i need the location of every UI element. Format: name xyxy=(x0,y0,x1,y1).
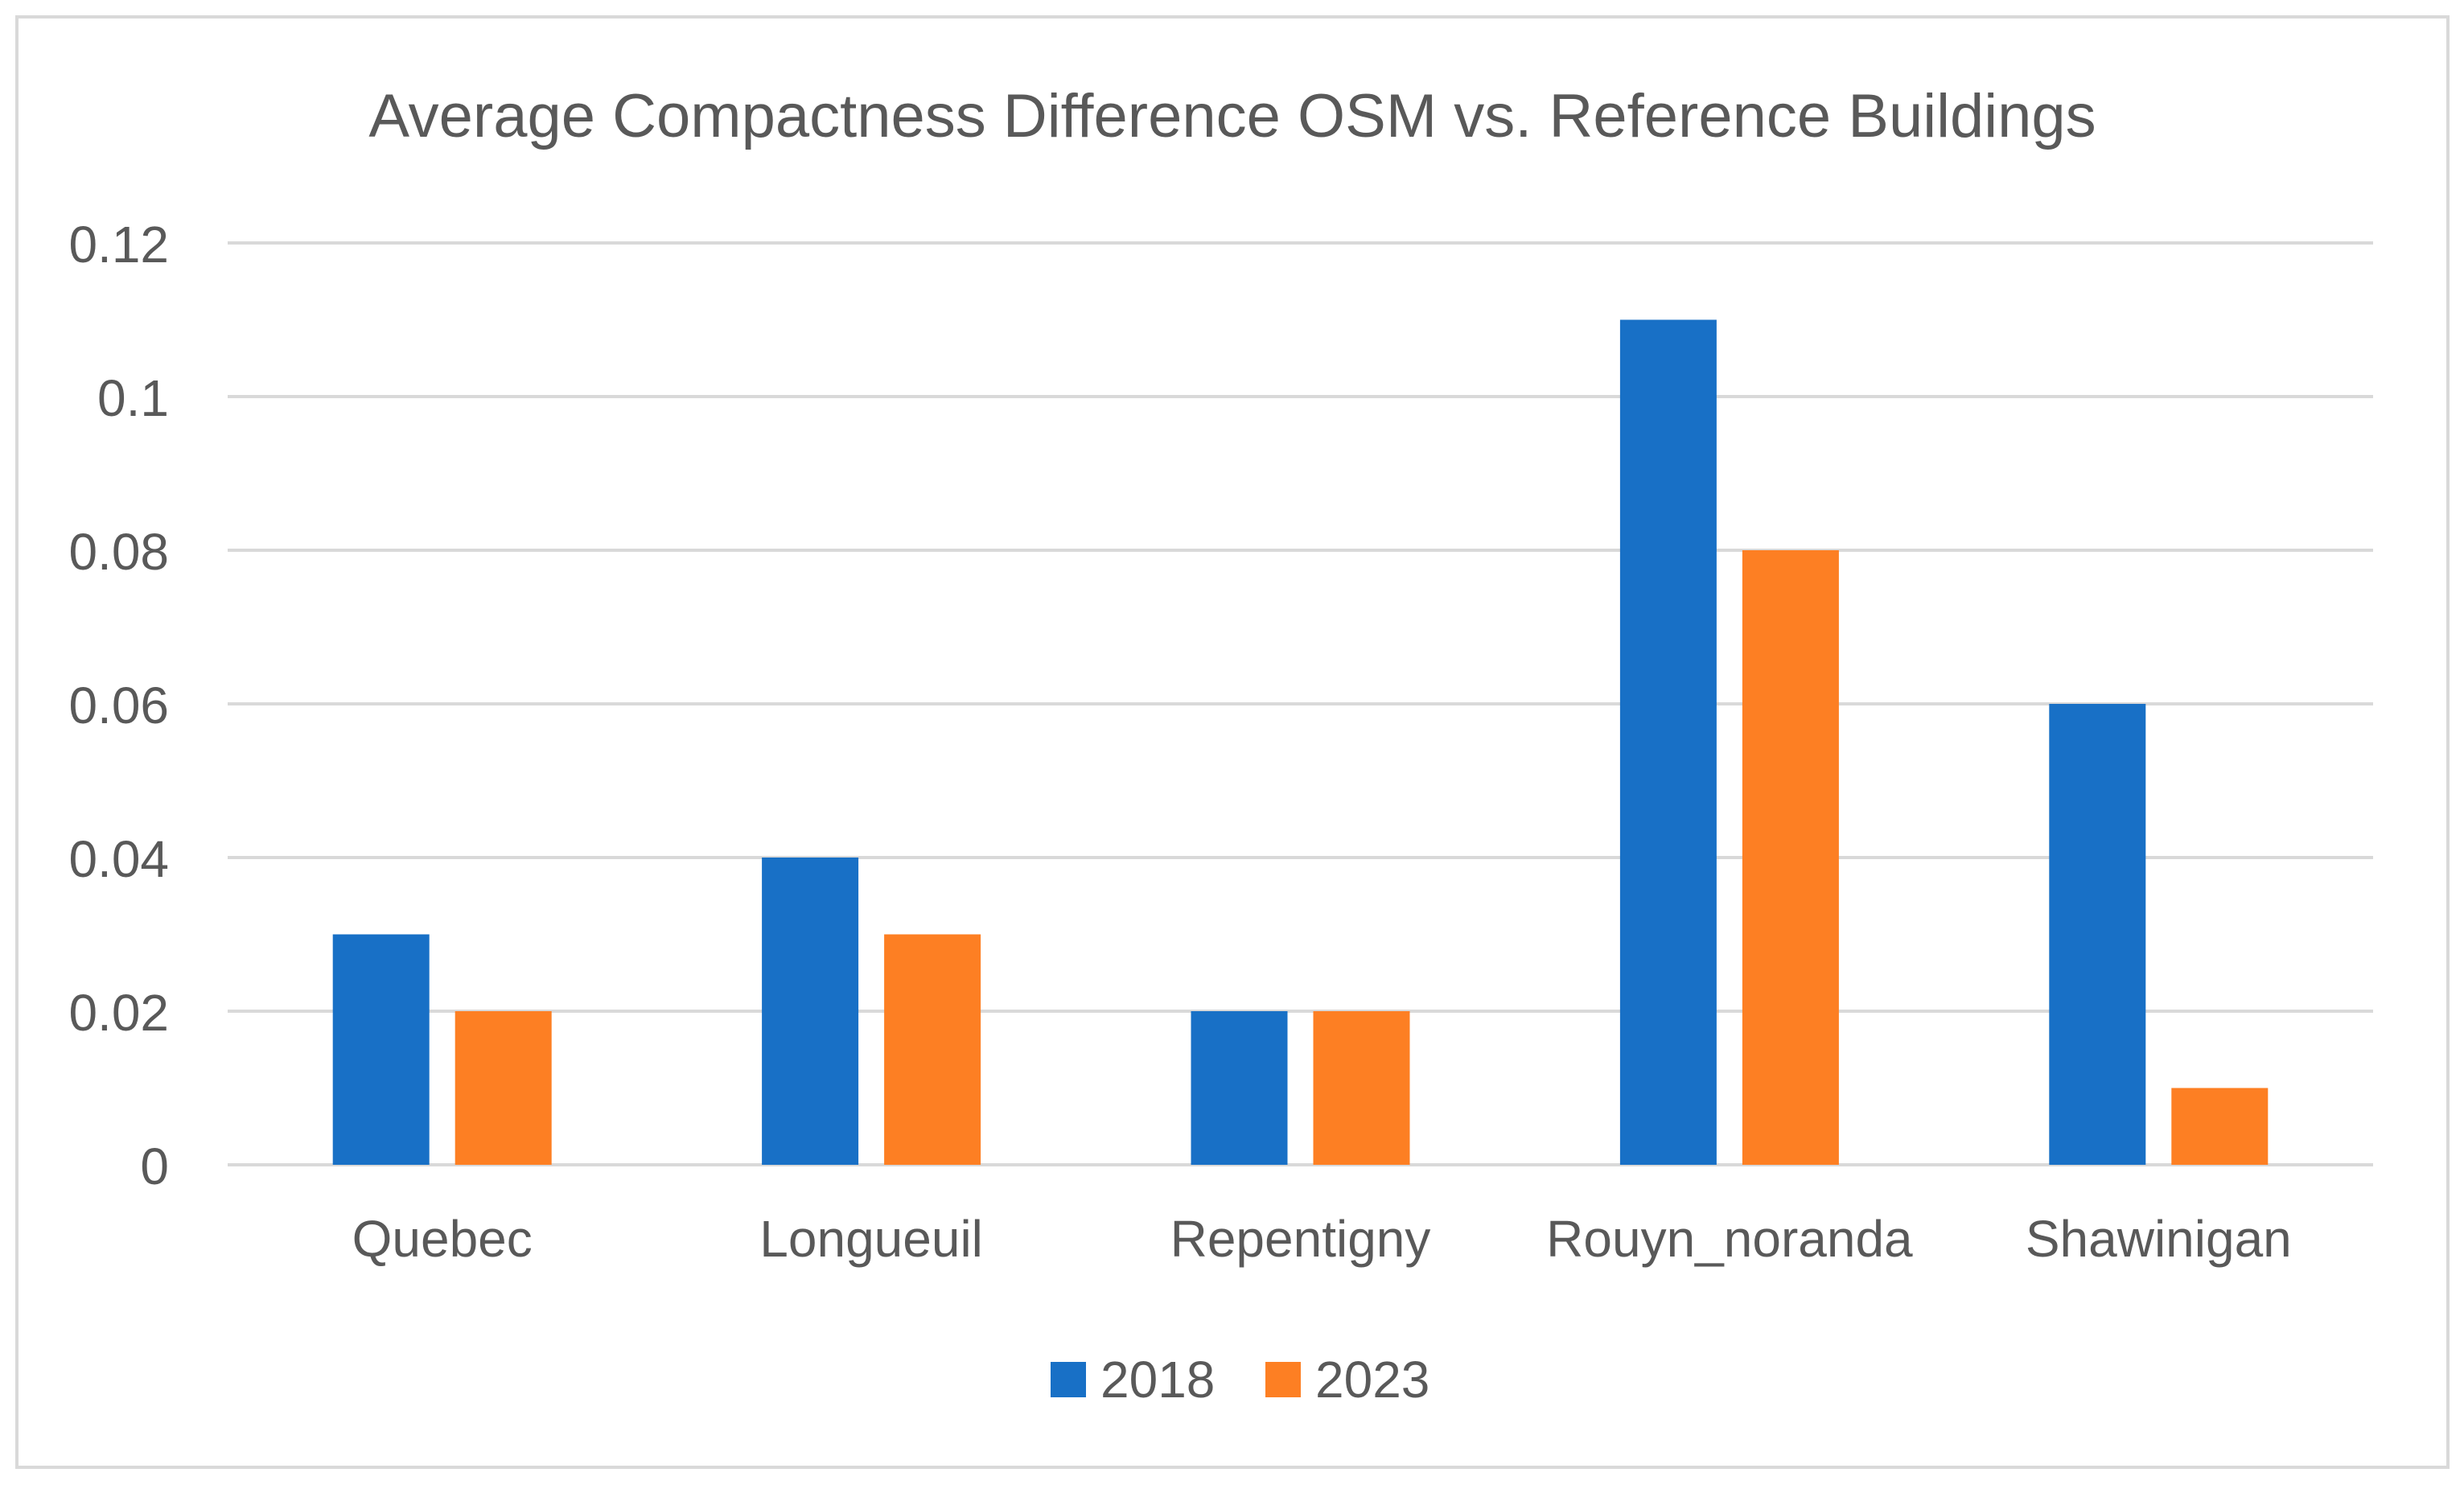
y-tick-label: 0.08 xyxy=(68,523,169,581)
bar-2023-shawinigan xyxy=(2171,1088,2269,1165)
legend-label-2018: 2018 xyxy=(1100,1351,1215,1409)
gridlines xyxy=(228,241,2373,1166)
legend-swatch-2018 xyxy=(1051,1362,1086,1397)
x-tick-label: Quebec xyxy=(352,1210,533,1268)
bar-2018-rouyn_noranda xyxy=(1619,319,1717,1165)
y-tick-label: 0.12 xyxy=(68,216,169,274)
y-tick-label: 0 xyxy=(140,1137,169,1195)
y-tick-label: 0.02 xyxy=(68,984,169,1042)
bar-2018-quebec xyxy=(332,934,430,1165)
y-axis-ticks: 0 0.02 0.04 0.06 0.08 0.1 0.12 xyxy=(68,216,169,1195)
chart-border xyxy=(15,15,2450,1469)
x-tick-label: Shawinigan xyxy=(2026,1210,2292,1268)
chart-title: Average Compactness Difference OSM vs. R… xyxy=(368,82,2096,150)
bars xyxy=(332,319,2269,1165)
bar-2023-longueuil xyxy=(884,934,981,1165)
legend: 2018 2023 xyxy=(1051,1351,1429,1409)
legend-swatch-2023 xyxy=(1265,1362,1301,1397)
bar-2023-quebec xyxy=(455,1011,552,1165)
x-axis-ticks: Quebec Longueuil Repentigny Rouyn_noranda Sh… xyxy=(352,1210,2292,1268)
bar-2018-shawinigan xyxy=(2049,704,2146,1165)
x-tick-label: Longueuil xyxy=(759,1210,983,1268)
legend-label-2023: 2023 xyxy=(1315,1351,1429,1409)
y-tick-label: 0.04 xyxy=(68,830,169,888)
x-tick-label: Repentigny xyxy=(1170,1210,1431,1268)
bar-2018-longueuil xyxy=(762,858,859,1165)
bar-2018-repentigny xyxy=(1191,1011,1288,1165)
bar-2023-rouyn_noranda xyxy=(1742,550,1839,1165)
bar-2023-repentigny xyxy=(1313,1011,1410,1165)
x-tick-label: Rouyn_noranda xyxy=(1546,1210,1913,1268)
y-tick-label: 0.06 xyxy=(68,677,169,734)
y-tick-label: 0.1 xyxy=(97,369,169,427)
